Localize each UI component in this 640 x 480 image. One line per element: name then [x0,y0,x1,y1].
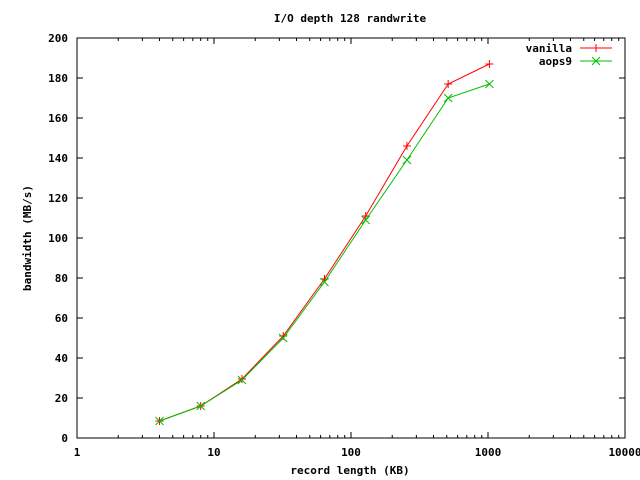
y-tick-label: 20 [55,392,68,405]
data-point [361,215,371,225]
y-tick-label: 60 [55,312,68,325]
data-point [196,401,206,411]
series-aops9 [155,79,494,426]
x-tick-label: 100 [341,446,361,459]
y-tick-label: 120 [48,192,68,205]
x-tick-label: 10000 [608,446,640,459]
legend-marker [592,44,600,52]
y-tick-label: 140 [48,152,68,165]
legend-label: vanilla [526,42,572,55]
data-point [444,80,453,88]
y-tick-label: 100 [48,232,68,245]
y-tick-label: 0 [61,432,68,445]
legend-marker [591,56,601,66]
data-point [402,142,411,150]
data-point [237,375,246,383]
x-tick-label: 10 [207,446,220,459]
data-point [320,277,329,287]
axes: 0 20 40 60 80 100 120 140 160 180 200 1 10 100 1000 100… [48,32,640,459]
plot-frame [76,37,626,439]
data-point [237,375,247,385]
y-tick-label: 200 [48,32,68,45]
series-vanilla [155,60,494,425]
chart-title: I/O depth 128 randwrite [274,12,427,25]
y-tick-label: 160 [48,112,68,125]
legend-label: aops9 [539,55,572,68]
data-point [155,416,164,426]
data-point [443,93,453,103]
data-point [278,333,288,343]
x-axis-label: record length (KB) [290,464,409,477]
series-line-vanilla [159,63,490,422]
x-tick-label: 1 [74,446,81,459]
data-point [485,60,494,68]
y-tick-label: 180 [48,72,68,85]
y-tick-label: 80 [55,272,68,285]
x-tick-label: 1000 [475,446,502,459]
y-axis-label: bandwidth (MB/s) [21,185,34,291]
data-point [402,155,412,165]
series-layer [155,60,494,426]
y-tick-label: 40 [55,352,68,365]
series-line-aops9 [159,83,490,422]
data-point [485,79,494,89]
